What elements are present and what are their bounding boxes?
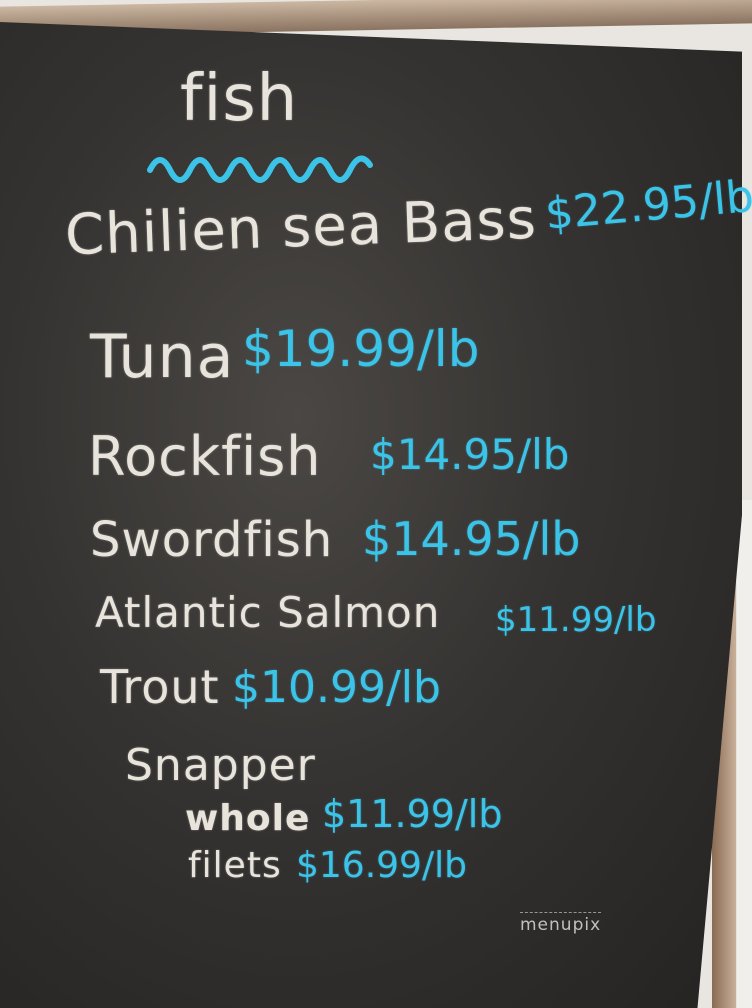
- item-name-snapper: Snapper: [125, 740, 316, 791]
- snapper-variant-filets: filets: [188, 845, 282, 886]
- watermark-logo: menupix: [520, 912, 602, 935]
- item-name-rockfish: Rockfish: [88, 425, 322, 488]
- chalkboard: [0, 22, 742, 1008]
- item-name-tuna: Tuna: [90, 322, 235, 392]
- snapper-price-filets: $16.99/lb: [296, 845, 467, 886]
- item-name-swordfish: Swordfish: [90, 512, 334, 568]
- item-price-rockfish: $14.95/lb: [370, 430, 570, 479]
- item-price-swordfish: $14.95/lb: [362, 512, 581, 566]
- menu-heading: fish: [180, 62, 299, 136]
- item-price-tuna: $19.99/lb: [242, 320, 480, 378]
- wave-underline-icon: [147, 155, 373, 183]
- item-name-trout: Trout: [100, 660, 220, 714]
- item-price-trout: $10.99/lb: [232, 662, 441, 713]
- item-name-atlantic-salmon: Atlantic Salmon: [95, 588, 441, 637]
- snapper-price-whole: $11.99/lb: [322, 792, 503, 836]
- item-price-atlantic-salmon: $11.99/lb: [495, 600, 657, 640]
- snapper-variant-whole: whole: [185, 798, 311, 839]
